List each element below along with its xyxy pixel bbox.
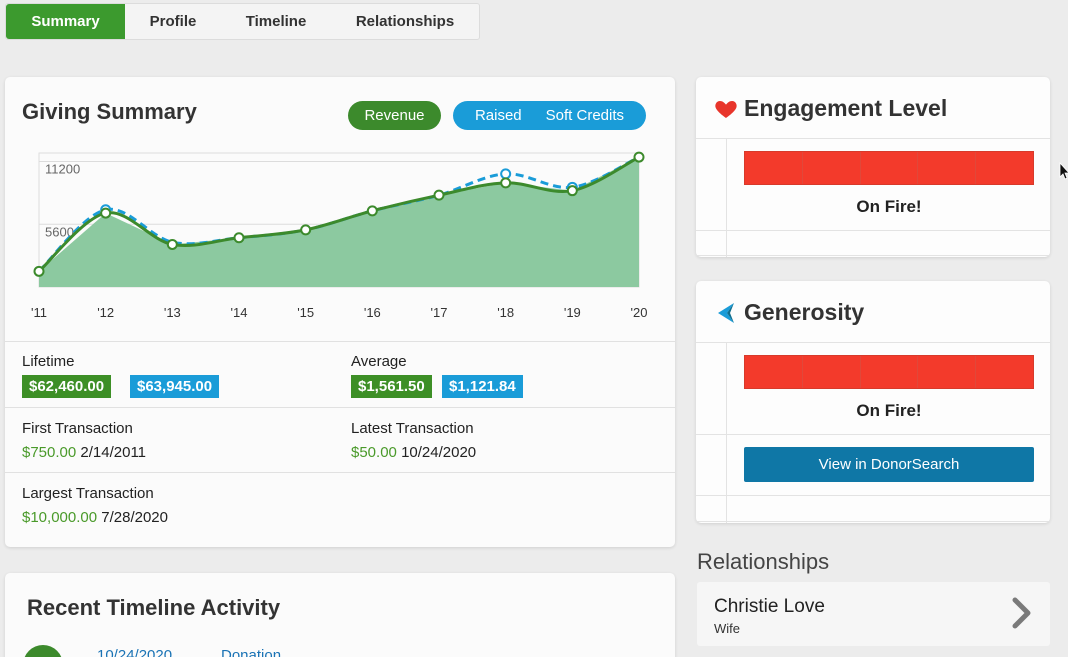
relationship-role: Wife xyxy=(714,621,740,636)
average-revenue-badge: $1,561.50 xyxy=(351,375,432,398)
revenue-point xyxy=(233,232,245,244)
revenue-toggle[interactable]: Revenue xyxy=(348,101,441,130)
raised-point xyxy=(500,168,512,180)
y-tick-label: 11200 xyxy=(45,162,80,177)
tab-bar: Summary Profile Timeline Relationships xyxy=(5,3,480,40)
largest-transaction-amount: $10,000.00 xyxy=(22,509,98,526)
generosity-meter xyxy=(744,355,1034,389)
x-tick-label: '19 xyxy=(564,305,581,320)
x-tick-label: '17 xyxy=(431,305,448,320)
x-tick-label: '20 xyxy=(631,305,648,320)
generosity-title: Generosity xyxy=(744,299,865,325)
lifetime-revenue-badge: $62,460.00 xyxy=(22,375,112,398)
y-tick-label: 5600 xyxy=(45,224,74,239)
tab-profile[interactable]: Profile xyxy=(149,13,197,30)
divider xyxy=(696,495,1050,496)
x-tick-label: '18 xyxy=(497,305,514,320)
tab-relationships[interactable]: Relationships xyxy=(355,13,455,30)
raised-toggle[interactable]: Raised xyxy=(474,107,522,124)
recent-activity-card: Recent Timeline Activity 10/24/2020 Dona… xyxy=(5,573,675,657)
revenue-point xyxy=(33,265,45,277)
soft-credits-toggle[interactable]: Soft Credits xyxy=(545,107,625,124)
revenue-point xyxy=(366,205,378,217)
revenue-point xyxy=(166,238,178,250)
average-label: Average xyxy=(351,353,407,370)
mouse-cursor-icon xyxy=(1059,162,1068,180)
lifetime-raised-badge: $63,945.00 xyxy=(130,375,220,398)
generosity-card: Generosity On Fire! View in DonorSearch xyxy=(696,281,1050,523)
first-transaction-value: $750.00 2/14/2011 xyxy=(22,444,146,461)
divider xyxy=(5,407,675,408)
first-transaction-date: 2/14/2011 xyxy=(80,444,147,461)
donorsearch-logo-icon xyxy=(718,303,734,323)
relationship-item[interactable]: Christie Love Wife xyxy=(697,582,1050,646)
revenue-point xyxy=(500,177,512,189)
tab-timeline[interactable]: Timeline xyxy=(245,13,307,30)
divider xyxy=(696,138,1050,139)
revenue-point xyxy=(300,224,312,236)
engagement-card: Engagement Level On Fire! xyxy=(696,77,1050,257)
x-tick-label: '14 xyxy=(231,305,248,320)
engagement-level-text: On Fire! xyxy=(856,197,922,216)
engagement-meter xyxy=(744,151,1034,185)
generosity-level-text: On Fire! xyxy=(856,401,922,420)
x-tick-label: '16 xyxy=(364,305,381,320)
largest-transaction-label: Largest Transaction xyxy=(22,485,154,502)
latest-transaction-label: Latest Transaction xyxy=(351,420,474,437)
activity-date-link[interactable]: 10/24/2020 xyxy=(97,647,173,657)
largest-transaction-value: $10,000.00 7/28/2020 xyxy=(22,509,168,526)
latest-transaction-amount: $50.00 xyxy=(351,444,397,461)
view-in-donorsearch-button[interactable]: View in DonorSearch xyxy=(744,447,1034,482)
activity-avatar xyxy=(23,645,63,657)
divider xyxy=(696,230,1050,231)
recent-activity-title: Recent Timeline Activity xyxy=(27,595,281,620)
divider xyxy=(5,341,675,342)
divider xyxy=(726,342,727,523)
divider xyxy=(696,521,1050,522)
divider xyxy=(5,472,675,473)
latest-transaction-date: 10/24/2020 xyxy=(401,444,477,461)
average-raised-badge: $1,121.84 xyxy=(442,375,523,398)
lifetime-label: Lifetime xyxy=(22,353,75,370)
activity-type-link[interactable]: Donation xyxy=(221,647,282,657)
divider xyxy=(726,138,727,257)
giving-chart: 11200 5600 '11 '12 '13 '14 '15 '16 '17 '18 '19 '20 xyxy=(31,151,648,320)
divider xyxy=(696,342,1050,343)
revenue-point xyxy=(566,185,578,197)
engagement-title: Engagement Level xyxy=(744,95,948,121)
x-tick-label: '15 xyxy=(297,305,314,320)
divider xyxy=(696,255,1050,256)
relationship-name: Christie Love xyxy=(714,596,825,617)
relationships-heading: Relationships xyxy=(697,549,830,574)
first-transaction-label: First Transaction xyxy=(22,420,133,437)
first-transaction-amount: $750.00 xyxy=(22,444,77,461)
divider xyxy=(696,434,1050,435)
giving-summary-title: Giving Summary xyxy=(22,99,197,124)
giving-summary-card: Giving Summary Revenue Raised Soft Credi… xyxy=(5,77,675,547)
latest-transaction-value: $50.00 10/24/2020 xyxy=(351,444,476,461)
x-tick-label: '11 xyxy=(31,305,47,320)
revenue-point xyxy=(633,151,645,163)
raised-soft-credits-toggle: Raised Soft Credits xyxy=(453,101,646,130)
largest-transaction-date: 7/28/2020 xyxy=(101,509,168,526)
chevron-right-icon[interactable] xyxy=(1009,596,1035,630)
heart-icon xyxy=(715,101,737,118)
revenue-point xyxy=(433,189,445,201)
x-tick-label: '12 xyxy=(97,305,114,320)
revenue-line xyxy=(37,155,640,273)
x-tick-label: '13 xyxy=(164,305,181,320)
tab-summary[interactable]: Summary xyxy=(6,4,125,39)
revenue-point xyxy=(100,207,112,219)
